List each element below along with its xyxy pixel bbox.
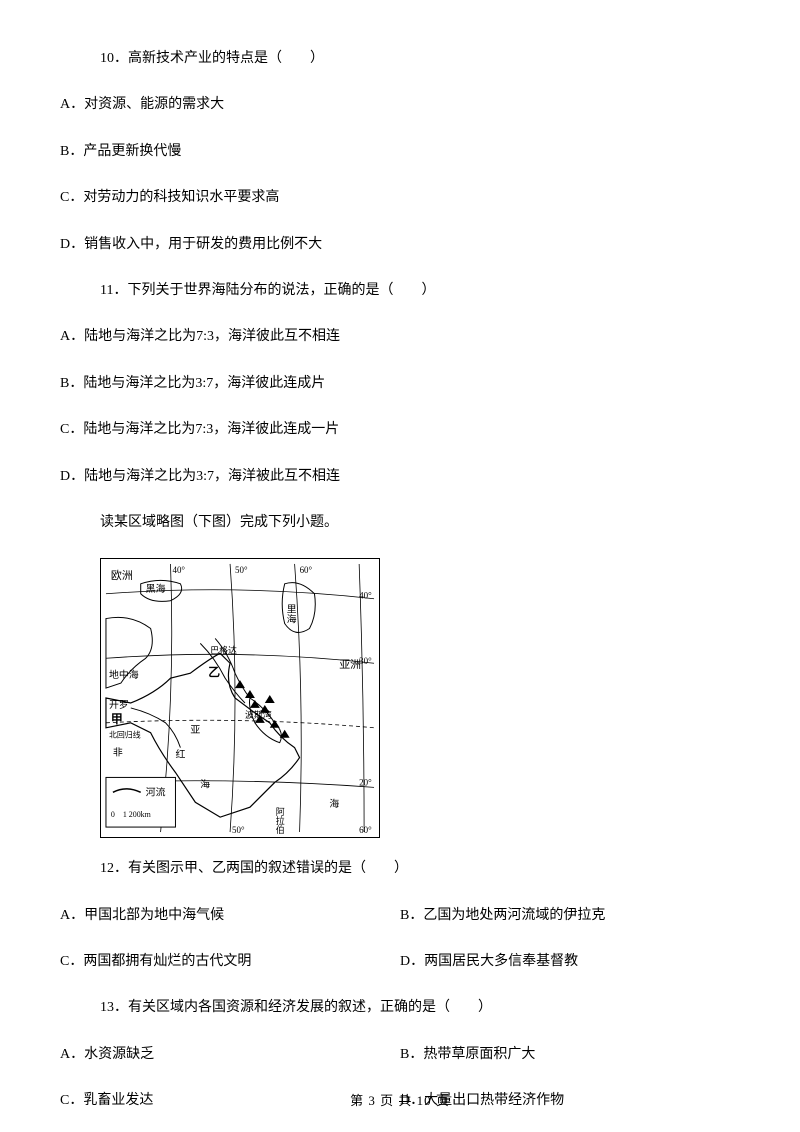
q12-option-d: D．两国居民大多信奉基督教 <box>400 951 740 973</box>
page-footer: 第 3 页 共 10 页 <box>0 1091 800 1112</box>
q11-stem: 11．下列关于世界海陆分布的说法，正确的是（ ） <box>100 280 740 302</box>
q11-option-b: B．陆地与海洋之比为3:7，海洋彼此连成片 <box>60 373 740 395</box>
map-label-blacksea: 黑海 <box>146 582 166 595</box>
map-label-med: 地中海 <box>109 668 139 681</box>
q12-option-a: A．甲国北部为地中海气候 <box>60 905 400 927</box>
q13-stem: 13．有关区域内各国资源和经济发展的叙述，正确的是（ ） <box>100 997 740 1019</box>
map-label-tropic: 北回归线 <box>109 730 141 740</box>
map-legend-river: 河流 <box>146 786 166 799</box>
map-label-arab: 阿拉伯 <box>275 807 285 835</box>
q10-option-c: C．对劳动力的科技知识水平要求高 <box>60 187 740 209</box>
map-lon-50b: 50° <box>232 825 245 835</box>
map-label-caspian: 里海 <box>284 604 296 625</box>
map-label-ya: 亚 <box>190 725 200 736</box>
map-lat-20: 20° <box>359 778 372 788</box>
map-instruction: 读某区域略图（下图）完成下列小题。 <box>100 512 740 534</box>
map-label-baghdad: 巴格达 <box>210 645 237 656</box>
map-label-red: 红 <box>175 748 185 761</box>
map-lat-30: 30° <box>359 657 372 667</box>
map-label-africa: 非 <box>113 747 123 759</box>
map-lon-40: 40° <box>172 565 185 575</box>
map-scale: 0 1 200km <box>111 810 152 819</box>
q11-option-c: C．陆地与海洋之比为7:3，海洋彼此连成一片 <box>60 419 740 441</box>
map-label-yi: 乙 <box>208 665 220 679</box>
map-label-europe: 欧洲 <box>111 569 133 582</box>
q13-option-b: B．热带草原面积广大 <box>400 1044 740 1066</box>
map-label-cairo: 开罗 <box>109 699 129 711</box>
map-label-sea: 海 <box>200 778 210 791</box>
q13-option-a: A．水资源缺乏 <box>60 1044 400 1066</box>
map-label-sea2: 海 <box>329 798 339 811</box>
q10-option-b: B．产品更新换代慢 <box>60 141 740 163</box>
q11-option-a: A．陆地与海洋之比为7:3，海洋彼此互不相连 <box>60 326 740 348</box>
map-lon-60b: 60° <box>359 825 372 835</box>
region-map: 欧洲 黑海 里海 亚洲 地中海 开罗 甲 乙 巴格达 波斯湾 北回归线 非 红 … <box>100 558 380 838</box>
q12-option-c: C．两国都拥有灿烂的古代文明 <box>60 951 400 973</box>
q10-option-d: D．销售收入中，用于研发的费用比例不大 <box>60 234 740 256</box>
q10-option-a: A．对资源、能源的需求大 <box>60 94 740 116</box>
map-lon-50: 50° <box>235 565 248 575</box>
q10-stem: 10．高新技术产业的特点是（ ） <box>100 48 740 70</box>
map-lat-40: 40° <box>359 591 372 601</box>
map-svg: 欧洲 黑海 里海 亚洲 地中海 开罗 甲 乙 巴格达 波斯湾 北回归线 非 红 … <box>101 559 379 837</box>
q11-option-d: D．陆地与海洋之比为3:7，海洋被此互不相连 <box>60 466 740 488</box>
q12-option-b: B．乙国为地处两河流域的伊拉克 <box>400 905 740 927</box>
q12-stem: 12．有关图示甲、乙两国的叙述错误的是（ ） <box>100 858 740 880</box>
map-label-persian: 波斯湾 <box>245 709 272 720</box>
map-lon-60: 60° <box>300 565 313 575</box>
map-label-jia: 甲 <box>111 712 123 726</box>
map-label-asia: 亚洲 <box>339 660 361 672</box>
